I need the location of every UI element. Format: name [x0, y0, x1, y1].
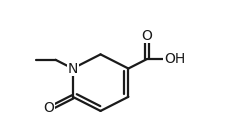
Text: OH: OH	[163, 52, 184, 66]
Text: O: O	[44, 101, 54, 115]
Text: N: N	[67, 62, 78, 75]
Text: O: O	[141, 29, 152, 43]
